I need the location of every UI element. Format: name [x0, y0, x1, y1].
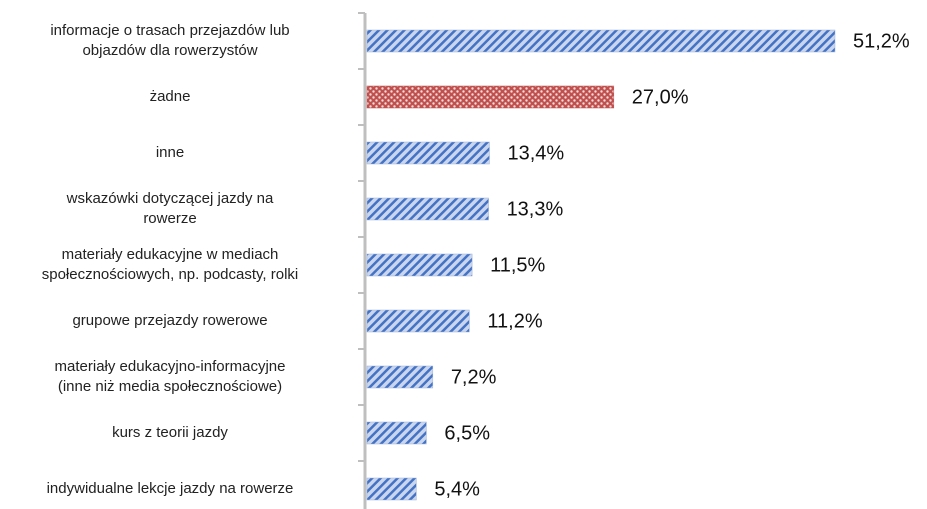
bar — [366, 253, 473, 277]
value-label: 7,2% — [451, 366, 497, 388]
bar — [366, 197, 489, 221]
category-label: materiały edukacyjno-informacyjne (inne … — [54, 358, 286, 395]
category-label: informacje o trasach przejazdów lub obja… — [50, 22, 290, 59]
category-label: żadne — [149, 88, 191, 105]
category-label: indywidualne lekcje jazdy na rowerze — [46, 480, 294, 497]
category-label: wskazówki dotyczącej jazdy na rowerze — [66, 190, 274, 227]
category-label: inne — [155, 144, 185, 161]
value-label: 51,2% — [853, 30, 910, 52]
bar — [366, 477, 417, 501]
category-label: materiały edukacyjne w mediach społeczno… — [41, 246, 299, 283]
bar — [366, 309, 470, 333]
value-label: 11,2% — [487, 310, 542, 332]
value-label: 6,5% — [444, 422, 490, 444]
bar — [366, 29, 836, 53]
category-label: grupowe przejazdy rowerowe — [72, 312, 268, 329]
bar — [366, 365, 434, 389]
value-label: 13,4% — [507, 142, 564, 164]
value-label: 5,4% — [434, 478, 480, 500]
category-label: kurs z teorii jazdy — [112, 424, 228, 441]
bar — [366, 141, 490, 165]
bar — [366, 85, 615, 109]
value-label: 13,3% — [507, 198, 564, 220]
value-label: 11,5% — [490, 254, 545, 276]
bar — [366, 421, 427, 445]
value-label: 27,0% — [632, 86, 689, 108]
